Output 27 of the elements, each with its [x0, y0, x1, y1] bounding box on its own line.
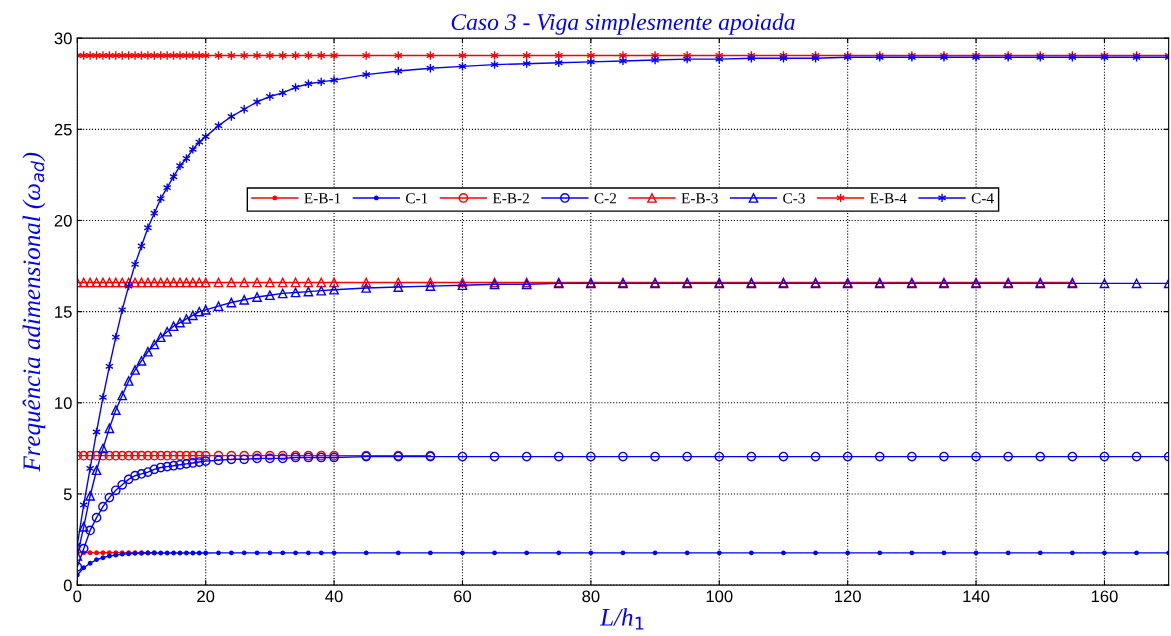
legend-label: C-1 [405, 193, 428, 204]
x-tick-label: 40 [325, 590, 343, 603]
legend-label: E-B-4 [870, 193, 907, 204]
y-tick-label: 10 [55, 397, 72, 409]
x-tick-label: 20 [197, 590, 215, 603]
x-axis-title: L/h$_{1}$ [599, 608, 644, 630]
x-tick-label: 160 [1091, 590, 1118, 603]
legend-label: C-2 [594, 193, 617, 204]
legend-label: E-B-1 [304, 193, 341, 204]
y-tick-label: 0 [63, 579, 72, 592]
y-tick-label: 15 [55, 306, 72, 318]
chart-title: Caso 3 - Viga simplesmente apoiada [451, 13, 795, 35]
legend-label: C-4 [971, 193, 994, 204]
y-tick-label: 30 [54, 32, 72, 45]
x-tick-label: 140 [963, 590, 990, 603]
x-tick-label: 100 [706, 590, 733, 603]
x-tick-label: 60 [454, 590, 472, 603]
y-axis-title: Frequência adimensional (ω$_{ad}$) [22, 152, 46, 472]
legend-label: C-3 [783, 193, 805, 204]
y-tick-label: 5 [63, 488, 72, 501]
y-tick-label: 25 [54, 123, 72, 136]
y-tick-label: 20 [54, 214, 72, 227]
legend-label: E-B-3 [681, 193, 718, 204]
x-tick-label: 80 [582, 590, 600, 603]
x-tick-label: 0 [73, 590, 82, 603]
legend-label: E-B-2 [492, 193, 529, 204]
x-tick-label: 120 [835, 590, 861, 603]
